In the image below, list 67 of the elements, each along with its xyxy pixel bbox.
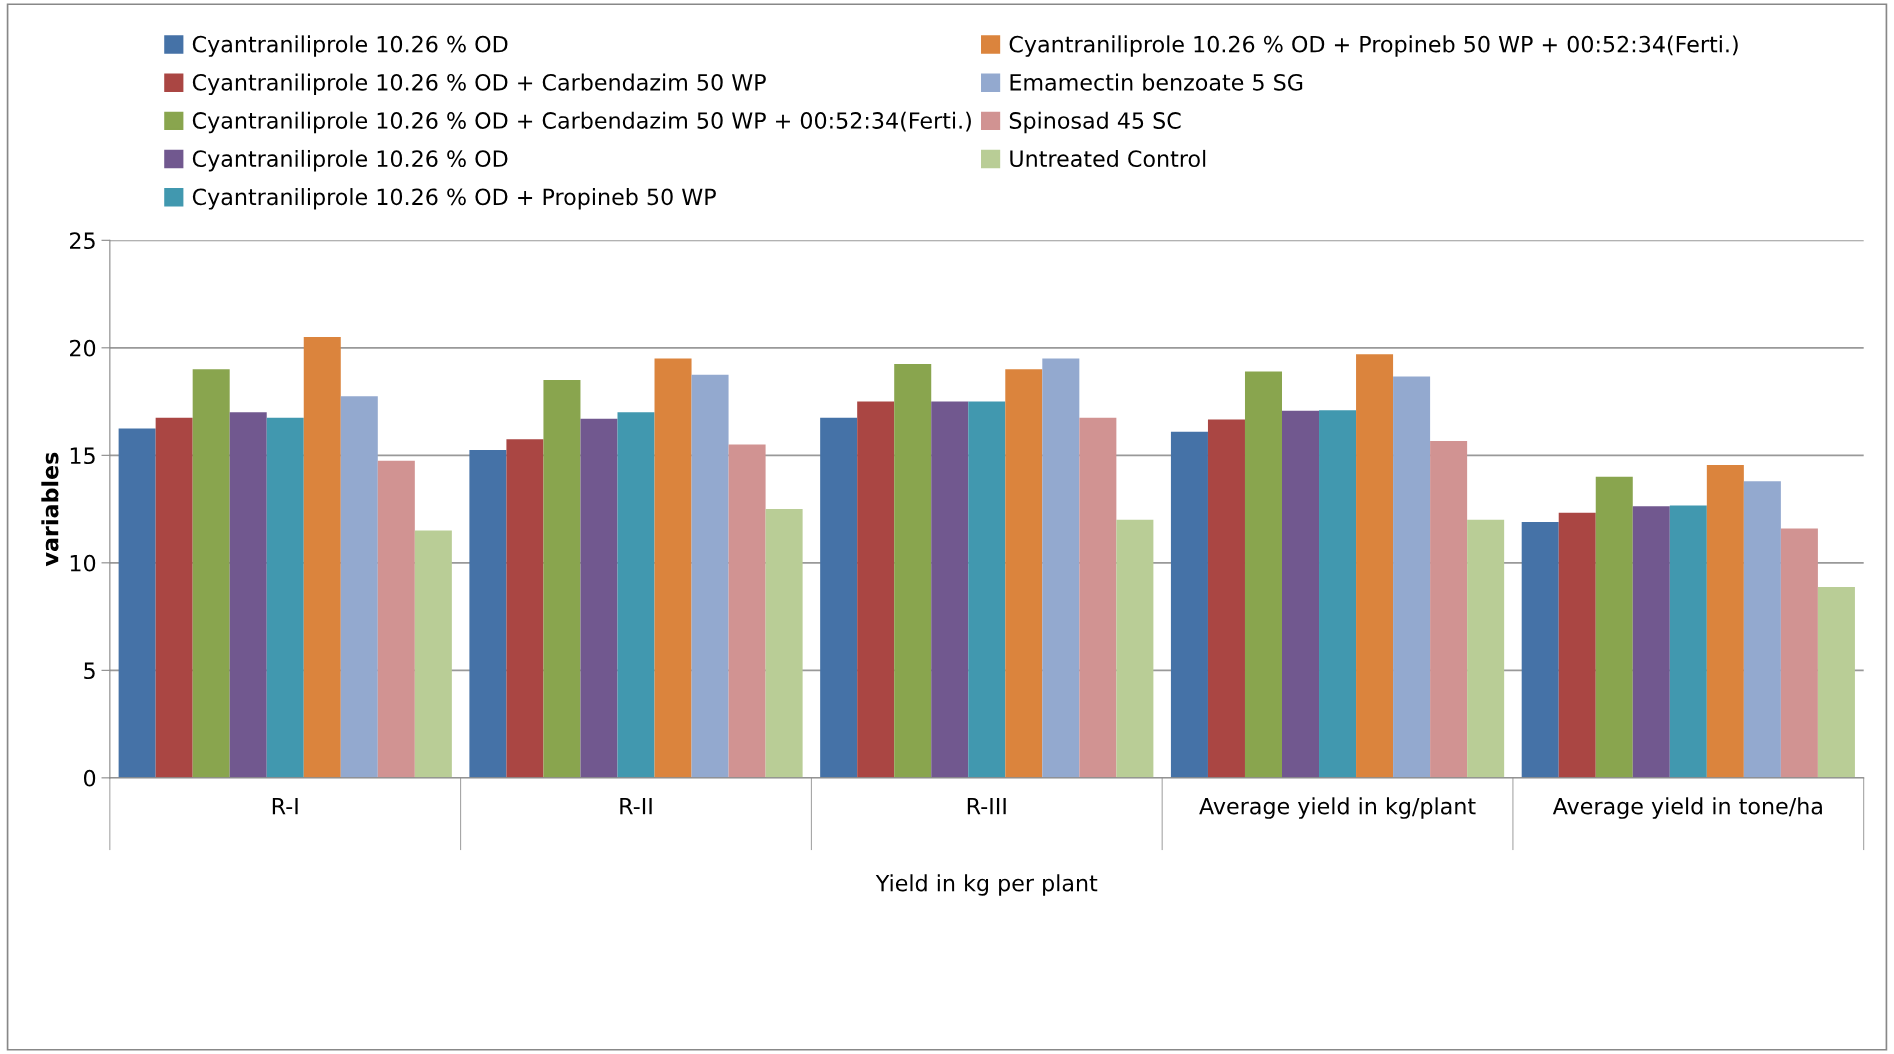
bar <box>1393 376 1431 778</box>
bar <box>155 417 193 778</box>
y-axis-title: variables <box>41 452 59 567</box>
y-tick-label: 0 <box>83 769 96 787</box>
bar <box>1780 528 1818 778</box>
bar <box>506 439 544 778</box>
x-tick-label: R-III <box>967 797 1006 815</box>
bar <box>1042 358 1080 778</box>
y-tick-label: 10 <box>70 554 96 572</box>
bar <box>266 417 304 778</box>
bar <box>1669 505 1707 778</box>
bar <box>580 418 618 778</box>
bar <box>1430 440 1468 778</box>
bar <box>1558 512 1596 778</box>
legend-label: Cyantraniliprole 10.26 % OD <box>192 35 508 57</box>
y-tick-label: 15 <box>70 447 95 465</box>
legend-label: Untreated Control <box>1010 149 1206 168</box>
x-tick-label: R-I <box>272 797 298 815</box>
bar <box>1319 410 1357 778</box>
bar <box>229 412 267 778</box>
bar <box>543 380 581 778</box>
bar <box>1170 431 1208 778</box>
legend-label: Cyantraniliprole 10.26 % OD <box>192 149 508 172</box>
bar <box>1207 419 1245 778</box>
x-tick-label: Average yield in tone/ha <box>1552 797 1822 819</box>
bar <box>931 401 969 778</box>
bar <box>968 401 1006 778</box>
legend-label: Cyantraniliprole 10.26 % OD + Propineb 50 WP + 00:52:34(Ferti.) <box>1009 35 1738 57</box>
y-tick-label: 5 <box>84 662 95 680</box>
x-axis-title: Yield in kg per plant <box>875 874 1098 896</box>
bar <box>1356 354 1394 778</box>
bar <box>303 337 341 778</box>
x-tick-label: R-II <box>620 797 652 815</box>
bar <box>617 412 655 778</box>
bar <box>1632 506 1670 778</box>
bar <box>728 444 766 778</box>
bar <box>1467 519 1505 778</box>
legend-label: Spinosad 45 SC <box>1009 111 1181 134</box>
bar <box>1595 476 1633 778</box>
y-tick-label: 20 <box>70 339 96 357</box>
bar <box>1005 369 1043 778</box>
y-tick-label: 25 <box>70 232 95 250</box>
bar <box>118 428 156 778</box>
bar <box>1743 481 1781 778</box>
bar <box>1521 521 1559 778</box>
bar <box>654 358 692 778</box>
bar <box>377 460 415 778</box>
legend-label: Emamectin benzoate 5 SG <box>1010 73 1303 91</box>
bar <box>192 369 230 778</box>
bar <box>857 401 895 778</box>
bar <box>1116 519 1154 778</box>
bar <box>894 363 932 778</box>
bar <box>691 374 729 778</box>
bar <box>1817 586 1855 778</box>
bar <box>469 449 507 778</box>
x-tick-label: Average yield in kg/plant <box>1199 797 1476 819</box>
legend-label: Cyantraniliprole 10.26 % OD + Propineb 50 WP <box>192 188 716 210</box>
bar <box>340 396 378 778</box>
bar <box>1244 371 1282 778</box>
bar <box>414 530 452 778</box>
bar <box>1282 410 1320 778</box>
bar <box>1706 465 1744 778</box>
bar <box>1079 417 1117 778</box>
bar <box>765 509 803 778</box>
bar <box>820 417 858 778</box>
legend-label: Cyantraniliprole 10.26 % OD + Carbendazim 50 WP + 00:52:34(Ferti.) <box>192 111 971 134</box>
legend-label: Cyantraniliprole 10.26 % OD + Carbendazim 50 WP <box>192 73 766 96</box>
